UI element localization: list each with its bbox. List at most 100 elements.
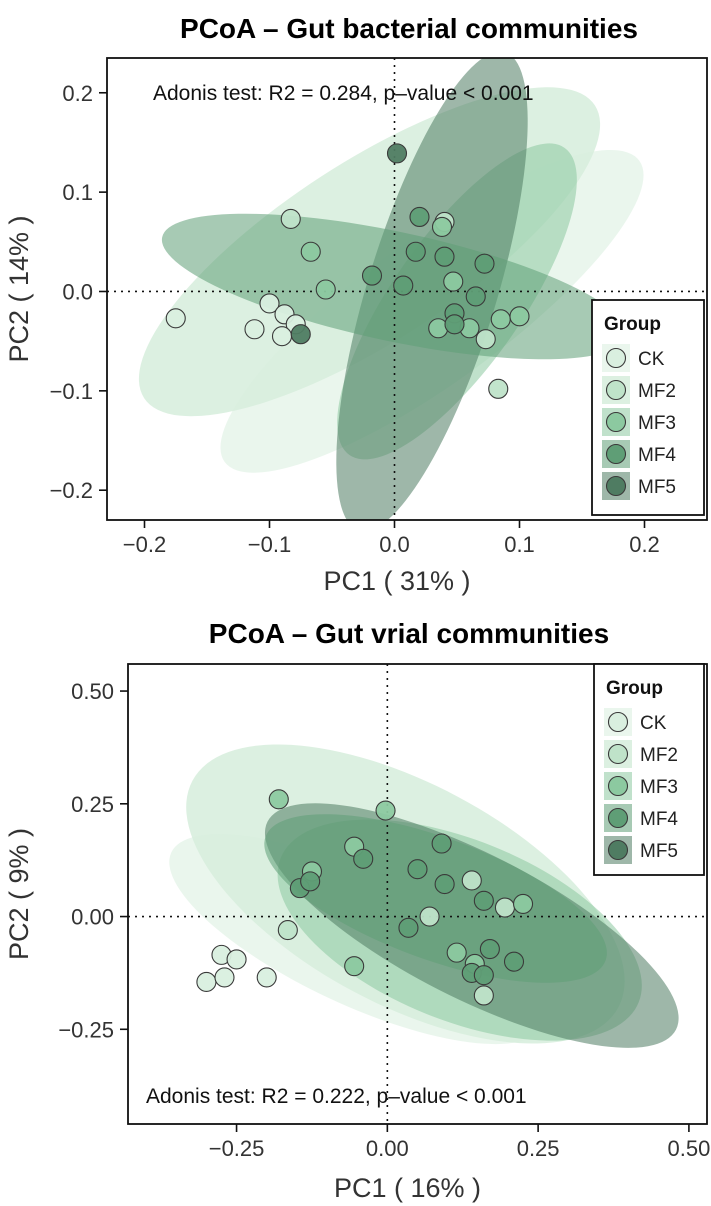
y-tick-label: 0.25: [71, 792, 114, 817]
x-tick-label: 0.2: [629, 532, 660, 557]
chart-bacterial: PCoA – Gut bacterial communities −0.2 −0.1…: [4, 13, 708, 596]
point-mf3: [490, 309, 511, 330]
point-mf4: [434, 246, 455, 267]
y-tick-label: −0.25: [58, 1017, 114, 1042]
point-mf2: [488, 378, 509, 399]
plot-area: [128, 664, 707, 1124]
point-mf5: [386, 143, 408, 164]
x-tick-label: 0.0: [379, 532, 410, 557]
legend-label-mf2: MF2: [640, 745, 678, 766]
point-mf4: [393, 275, 414, 296]
plot-frame: [127, 663, 708, 1125]
point-mf4: [434, 874, 455, 895]
point-mf2: [461, 870, 482, 891]
confidence-ellipse-mf4: [264, 814, 607, 983]
point-mf4: [503, 951, 525, 972]
y-tick-label: 0.00: [71, 905, 114, 930]
legend-label-mf4: MF4: [640, 809, 678, 830]
legend-key-mf5: [607, 839, 629, 861]
point-mf4: [479, 938, 500, 960]
point-mf4: [361, 265, 383, 286]
chart-title: PCoA – Gut vrial communities: [209, 618, 609, 649]
chart-viral: PCoA – Gut vrial communities −0.25 0.00 0.2…: [4, 618, 710, 1203]
adonis-annotation: Adonis test: R2 = 0.222, p–value < 0.001: [146, 1085, 527, 1108]
point-ck: [256, 967, 277, 988]
point-mf2: [494, 897, 516, 918]
point-ck: [165, 308, 186, 329]
point-mf4: [473, 890, 494, 911]
point-mf2: [277, 920, 298, 941]
point-mf3: [375, 800, 396, 821]
point-ck: [271, 326, 293, 347]
x-tick-label: −0.1: [248, 532, 291, 557]
legend-label-ck: CK: [640, 713, 667, 734]
point-mf3: [300, 241, 321, 262]
point-ck: [226, 949, 247, 970]
point-mf4: [405, 241, 426, 262]
legend-label-mf3: MF3: [638, 413, 676, 434]
point-ck: [244, 319, 265, 340]
x-tick-label: −0.2: [123, 532, 166, 557]
point-mf3: [509, 306, 530, 327]
legend-key-mf2: [605, 379, 627, 401]
point-mf3: [431, 216, 453, 237]
y-tick-label: −0.2: [50, 478, 93, 503]
legend-key-mf3: [607, 775, 629, 797]
y-axis-label: PC2 ( 9% ): [4, 828, 34, 960]
point-mf4: [444, 314, 465, 335]
legend-key-ck: [607, 711, 629, 733]
legend-label-mf5: MF5: [638, 477, 676, 498]
point-mf3: [344, 956, 365, 977]
point-ck: [214, 967, 235, 988]
point-mf4: [465, 286, 486, 307]
y-tick-label: 0.50: [71, 679, 114, 704]
x-tick-label: 0.50: [667, 1136, 710, 1161]
point-mf2: [473, 985, 494, 1006]
legend-key-mf3: [605, 411, 627, 433]
point-ck: [259, 293, 280, 314]
x-axis-label: PC1 ( 16% ): [334, 1173, 481, 1203]
legend-key-mf4: [607, 807, 629, 829]
x-tick-label: 0.1: [504, 532, 535, 557]
plot-frame: [106, 57, 708, 521]
adonis-annotation: Adonis test: R2 = 0.284, p–value < 0.001: [153, 82, 534, 105]
x-tick-label: −0.25: [209, 1136, 265, 1161]
point-mf4: [474, 253, 495, 274]
legend-key-mf5: [605, 475, 627, 497]
point-mf3: [315, 279, 336, 300]
legend-title: Group: [604, 314, 661, 335]
y-tick-label: 0.2: [62, 81, 93, 106]
point-mf2: [475, 329, 496, 350]
x-tick-label: 0.25: [517, 1136, 560, 1161]
point-mf4: [431, 833, 452, 854]
legend: Group CK MF2 MF3 MF4 MF5: [593, 663, 705, 876]
legend-key-mf2: [607, 743, 629, 765]
legend-key-ck: [605, 347, 627, 369]
x-axis-label: PC1 ( 31% ): [323, 566, 470, 596]
point-mf4: [409, 206, 430, 228]
legend-title: Group: [606, 678, 663, 699]
legend-key-mf4: [605, 443, 627, 465]
point-mf4: [300, 871, 321, 892]
point-mf5: [290, 324, 311, 345]
legend-label-mf5: MF5: [640, 841, 678, 862]
legend-label-mf3: MF3: [640, 777, 678, 798]
point-mf4: [473, 965, 494, 986]
point-ck: [196, 971, 217, 992]
plot-area: [107, 58, 707, 520]
legend-label-mf2: MF2: [638, 381, 676, 402]
legend: Group CK MF2 MF3 MF4 MF5: [591, 299, 705, 516]
point-mf4: [398, 917, 419, 938]
point-mf3: [443, 271, 464, 292]
point-mf4: [353, 848, 374, 869]
point-mf3: [512, 893, 534, 914]
point-mf2: [419, 906, 440, 927]
y-tick-label: −0.1: [50, 379, 93, 404]
y-tick-label: 0.0: [62, 279, 93, 304]
x-tick-label: 0.00: [366, 1136, 409, 1161]
legend-label-ck: CK: [638, 349, 665, 370]
y-tick-label: 0.1: [62, 180, 93, 205]
point-mf3: [268, 789, 289, 810]
point-mf4: [407, 859, 428, 880]
